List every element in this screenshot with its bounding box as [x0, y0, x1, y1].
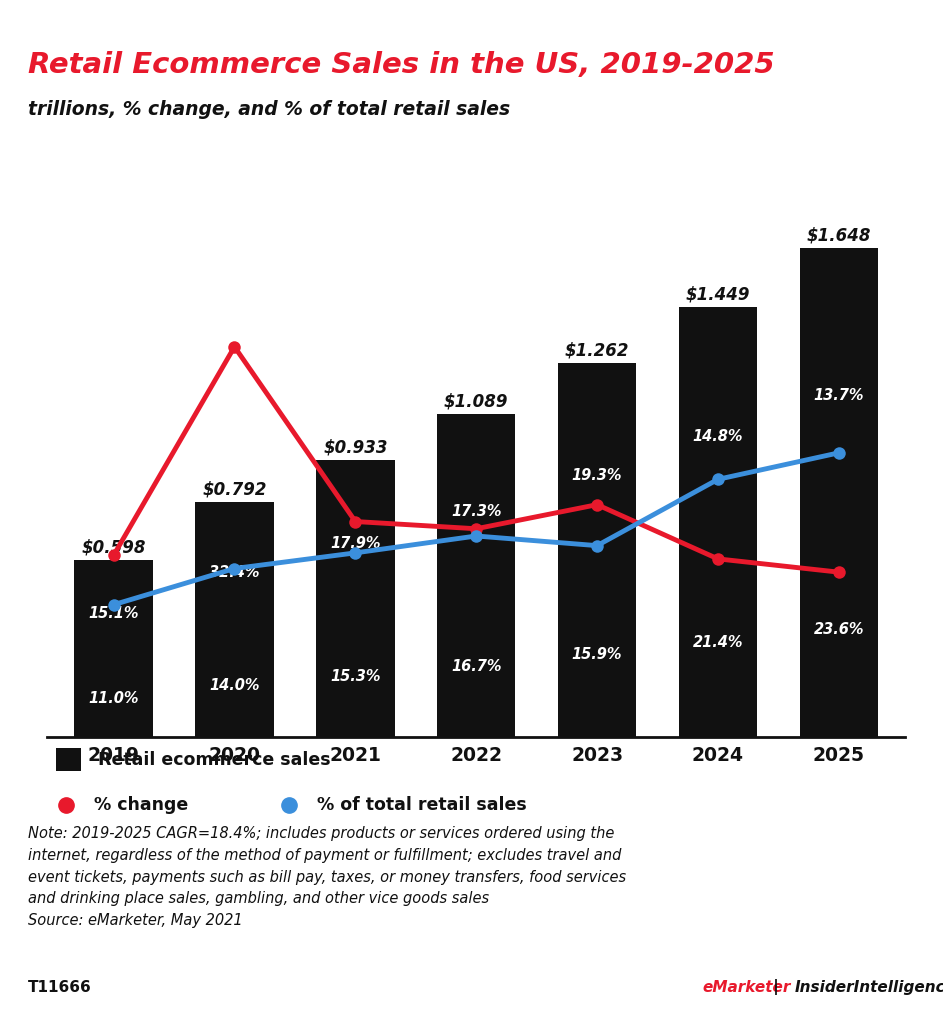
- Bar: [679, 307, 757, 737]
- Text: $1.262: $1.262: [565, 341, 629, 359]
- Text: 23.6%: 23.6%: [814, 623, 864, 637]
- Text: 21.4%: 21.4%: [693, 635, 743, 650]
- Text: $0.792: $0.792: [202, 480, 267, 499]
- Text: $1.449: $1.449: [686, 286, 751, 304]
- Text: 17.9%: 17.9%: [330, 536, 381, 551]
- Text: $0.933: $0.933: [323, 439, 388, 457]
- Text: 13.7%: 13.7%: [814, 387, 864, 402]
- Bar: [56, 749, 81, 771]
- Text: |: |: [769, 979, 785, 995]
- Text: trillions, % change, and % of total retail sales: trillions, % change, and % of total reta…: [28, 99, 510, 119]
- Text: 16.7%: 16.7%: [451, 658, 502, 674]
- Text: InsiderIntelligence.com: InsiderIntelligence.com: [795, 980, 943, 994]
- Text: % change: % change: [94, 797, 188, 814]
- Text: 15.9%: 15.9%: [571, 647, 622, 663]
- Text: Note: 2019-2025 CAGR=18.4%; includes products or services ordered using the
inte: Note: 2019-2025 CAGR=18.4%; includes pro…: [28, 826, 626, 928]
- Bar: [74, 560, 153, 737]
- Bar: [195, 503, 273, 737]
- Bar: [800, 249, 878, 737]
- Bar: [558, 362, 637, 737]
- Text: eMarketer: eMarketer: [702, 980, 790, 994]
- Text: $1.089: $1.089: [444, 392, 508, 411]
- Text: 11.0%: 11.0%: [89, 691, 139, 706]
- Text: 19.3%: 19.3%: [571, 468, 622, 482]
- Text: 14.8%: 14.8%: [693, 429, 743, 443]
- Text: 17.3%: 17.3%: [451, 504, 502, 518]
- Text: 15.3%: 15.3%: [330, 669, 381, 684]
- Text: $0.598: $0.598: [81, 539, 146, 556]
- Text: T11666: T11666: [28, 980, 92, 994]
- Text: % of total retail sales: % of total retail sales: [317, 797, 527, 814]
- Text: Retail ecommerce sales: Retail ecommerce sales: [98, 751, 331, 769]
- Bar: [316, 461, 394, 737]
- Bar: [437, 414, 516, 737]
- Text: 32.4%: 32.4%: [209, 565, 259, 581]
- Text: Retail Ecommerce Sales in the US, 2019-2025: Retail Ecommerce Sales in the US, 2019-2…: [28, 51, 775, 79]
- Text: 14.0%: 14.0%: [209, 678, 259, 693]
- Text: 15.1%: 15.1%: [89, 605, 139, 621]
- Text: $1.648: $1.648: [806, 226, 871, 245]
